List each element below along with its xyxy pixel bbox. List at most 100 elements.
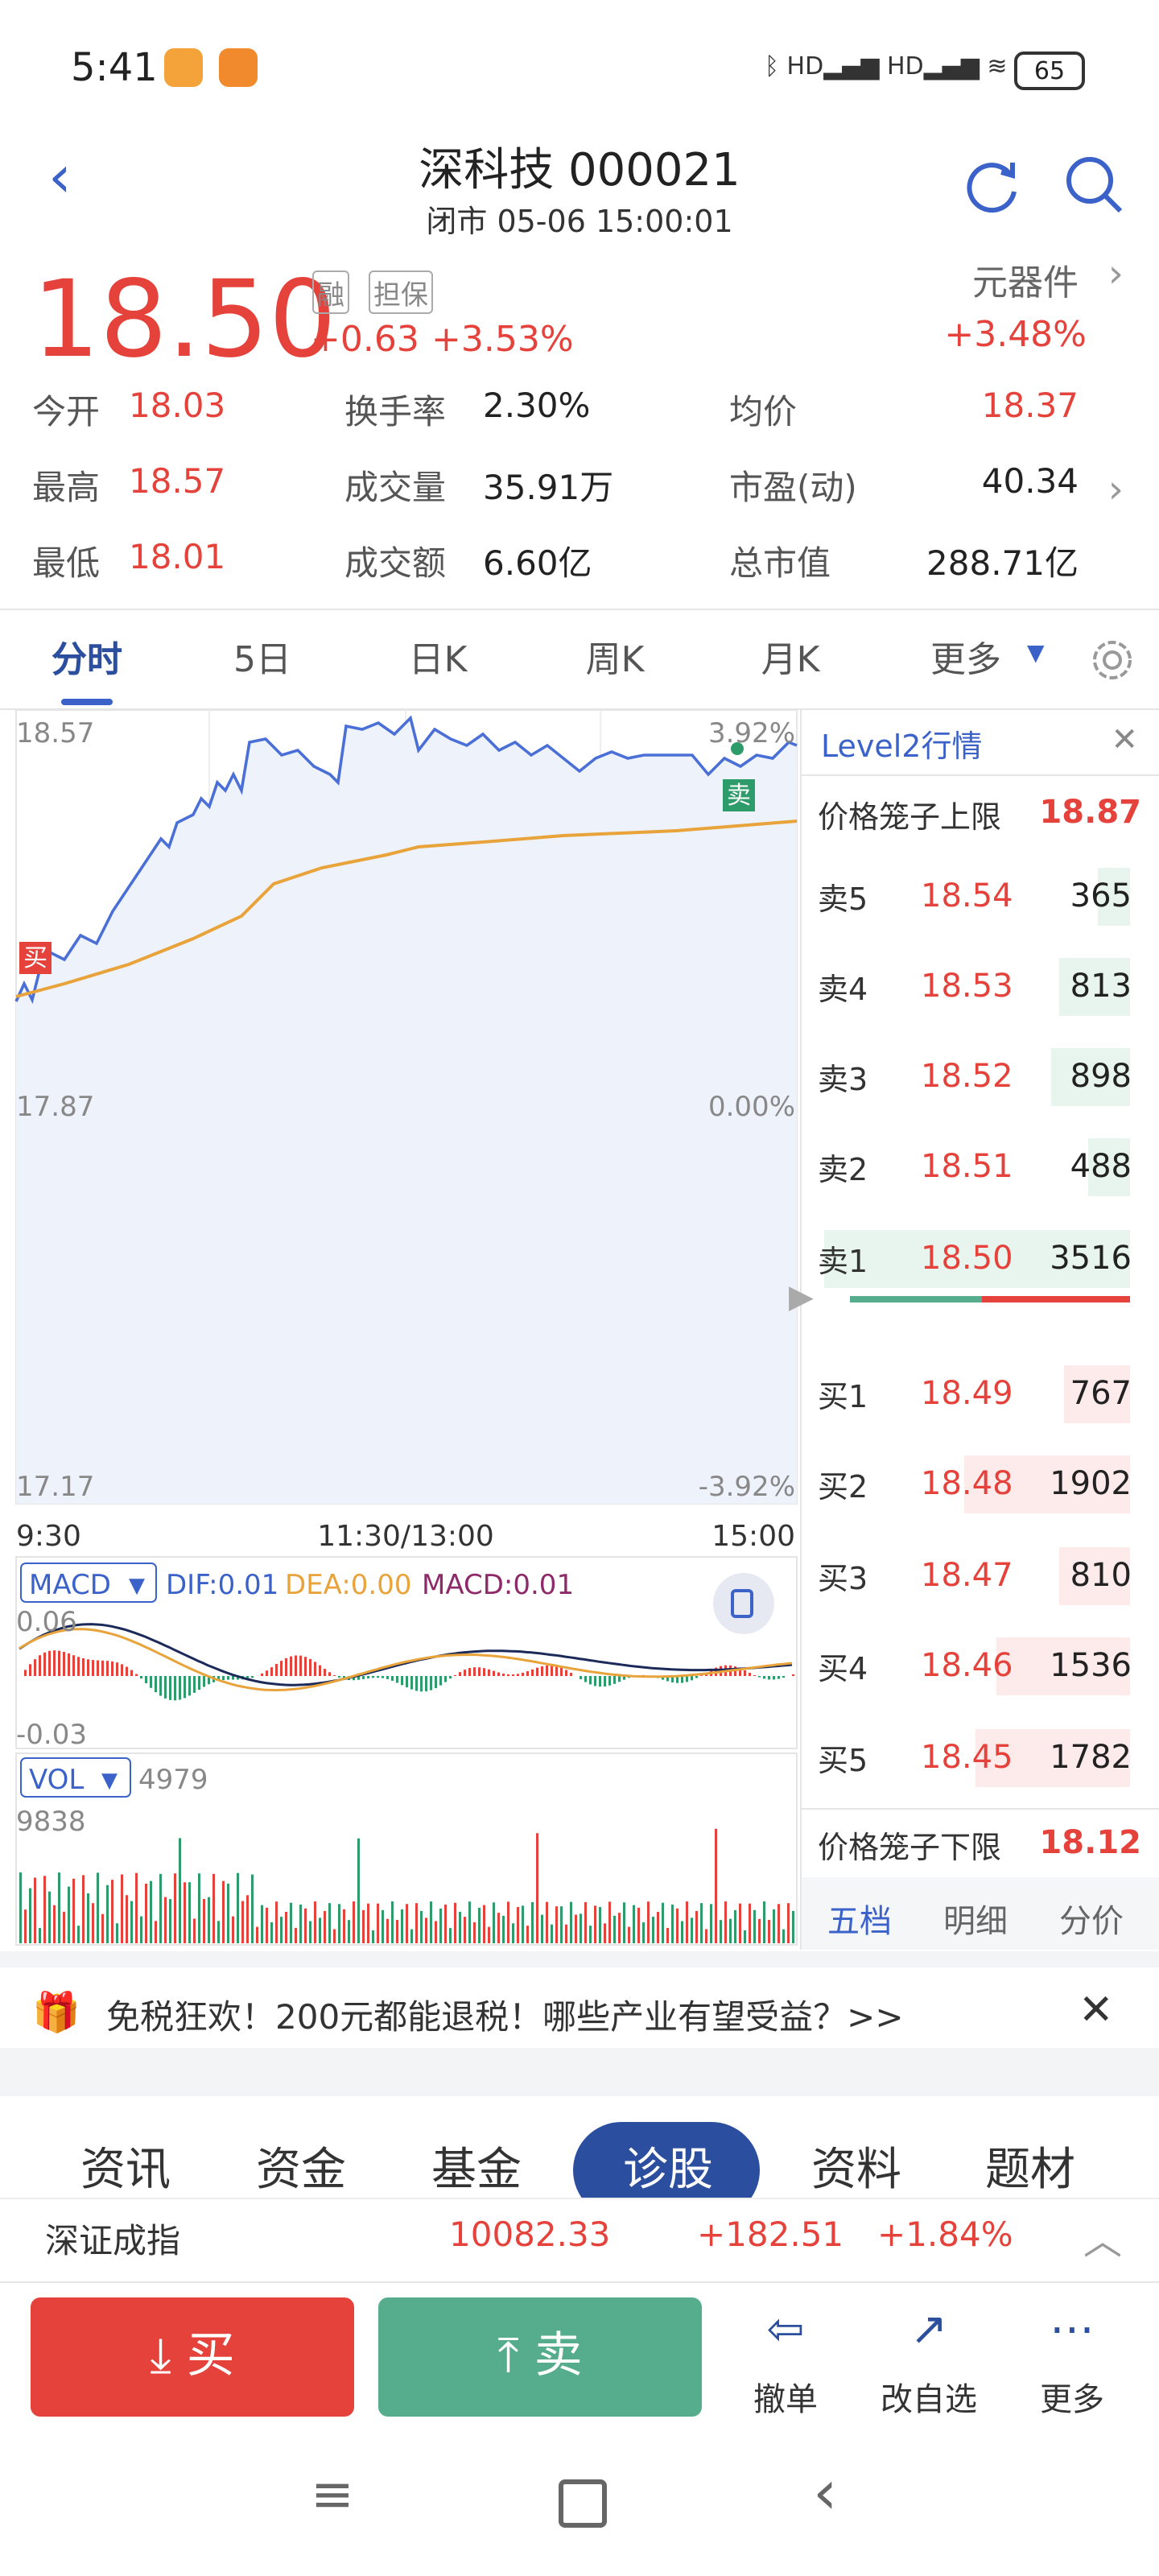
sell-button[interactable]: ⤒ 卖 [378,2297,702,2417]
volume-bar [63,1911,65,1943]
section-tab[interactable]: 资讯 [80,2143,171,2196]
settings-button[interactable] [1087,634,1138,686]
buy-button[interactable]: ⤓ 买 [31,2297,354,2417]
macd-bar [425,1676,427,1692]
order-book: Level2行情 ✕ 价格笼子上限 18.87 卖5 18.54 365 卖4 18.53 813… [789,710,1159,1950]
switch-button[interactable] [713,1573,774,1634]
volume-bar [454,1902,456,1943]
macd-bar [686,1676,688,1682]
volume-bar [459,1911,461,1943]
volume-bar [531,1901,534,1943]
close-panel[interactable]: ✕ [1111,720,1138,758]
vol-selector[interactable] [20,1757,131,1798]
macd-bar [580,1676,582,1679]
volume-bar [782,1929,785,1943]
macd-bar [382,1676,384,1678]
tool-label[interactable]: 撤单 [753,2380,818,2418]
stat-label: 最高 [32,469,100,507]
index-change: +182.51 [697,2215,844,2254]
macd-bar [459,1672,461,1676]
search-button[interactable] [1062,153,1127,217]
section-tab[interactable]: 题材 [984,2143,1075,2196]
battery: 65 [1014,52,1085,90]
level-volume: 488 [1070,1146,1132,1185]
book-tab[interactable]: 分价 [1059,1901,1124,1940]
divider [0,609,1159,610]
sector-name[interactable]: 元器件 [971,264,1079,304]
volume-bar [589,1926,592,1943]
macd-bar [246,1676,249,1679]
stat-label: 均价 [729,393,797,431]
close-banner[interactable]: ✕ [1079,1987,1114,2035]
limit-value: 18.87 [1039,792,1141,831]
news-banner[interactable]: 免税狂欢！200元都能退税！哪些产业有望受益？>> [106,1998,904,2037]
macd-bar [773,1676,775,1680]
volume-bar [251,1874,254,1943]
volume-bar [758,1918,761,1943]
chart-tab[interactable]: 更多 [930,641,1001,681]
nav-menu[interactable]: ≡ [311,2463,354,2524]
macd-selector[interactable] [20,1563,157,1603]
back-button[interactable]: ‹ [48,145,72,211]
volume-bar [555,1906,558,1943]
chart-tab[interactable]: 分时 [51,641,122,681]
chart-tab[interactable]: 月K [761,641,820,681]
macd-bar [126,1666,128,1676]
section-tab[interactable]: 诊股 [622,2143,713,2196]
level-price: 18.51 [921,1146,1013,1185]
volume-bar [483,1905,485,1943]
price-label: 18.57 [16,717,94,749]
vol-top: 9838 [16,1806,86,1838]
stat-value: 35.91万 [483,469,614,507]
macd-bar [700,1675,703,1676]
volume-bar [541,1914,543,1943]
volume-bar [410,1929,413,1943]
section-tab[interactable]: 资金 [255,2143,346,2196]
tool-icon: ⇦ [766,2302,805,2355]
section-tab[interactable]: 资料 [810,2143,901,2196]
volume-bar [734,1909,736,1943]
volume-bar [150,1880,152,1943]
volume-bar [203,1899,205,1943]
divider [802,1808,1159,1810]
volume-bar [628,1926,630,1943]
panel-toggle[interactable]: ▶ [789,1277,814,1315]
chart-tab[interactable]: 周K [585,641,645,681]
volume-bar [623,1902,625,1943]
volume-bar [24,1909,27,1943]
chart-tab[interactable]: 5日 [233,641,291,681]
macd-top: 0.06 [16,1606,77,1638]
stat-value: 18.57 [129,462,226,501]
tool-label[interactable]: 改自选 [881,2380,977,2418]
level-label: 卖1 [818,1245,868,1280]
volume-bar [362,1909,365,1943]
level-volume: 1902 [1050,1463,1132,1502]
bid-volume-bar [1059,1547,1130,1605]
macd-bar [584,1676,587,1682]
macd-bar [493,1670,495,1676]
current-price: 18.50 [32,258,336,382]
macd-bar [145,1676,147,1683]
volume-bar [396,1920,398,1943]
volume-bar [343,1909,345,1943]
ask-volume-bar [824,1230,1130,1288]
level-volume: 810 [1070,1555,1132,1594]
nav-home[interactable] [559,2479,607,2528]
volume-bar [517,1906,519,1943]
volume-bar [241,1901,244,1943]
trade-dot [731,742,744,755]
chart-tab[interactable]: 日K [408,641,468,681]
volume-bar [97,1872,99,1943]
macd-bar [299,1655,302,1676]
tag: 担保 [369,270,433,314]
volume-bar [715,1828,717,1943]
section-tab[interactable]: 基金 [431,2143,522,2196]
book-tab[interactable]: 明细 [943,1901,1008,1940]
tool-label[interactable]: 更多 [1040,2380,1104,2418]
refresh-button[interactable] [959,153,1024,217]
book-tab[interactable]: 五档 [827,1901,892,1940]
nav-back[interactable]: ‹ [813,2457,838,2528]
expand-arrow[interactable]: ︿ [1083,2219,1122,2264]
volume-bar [666,1928,669,1943]
intraday-chart: 买 卖 18.57 17.87 17.17 3.92% 0.00% -3.92%… [14,710,798,1946]
